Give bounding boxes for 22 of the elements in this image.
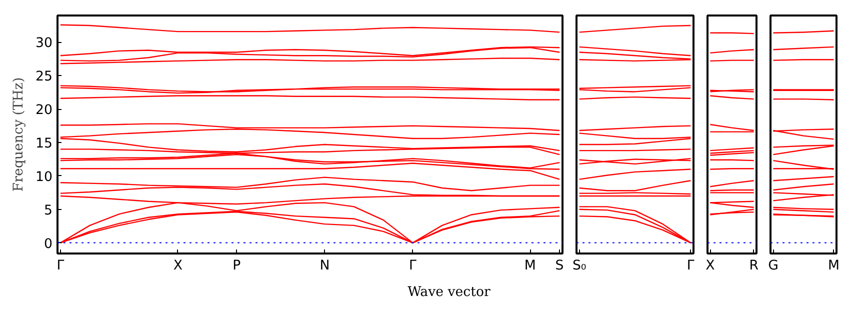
y-tick-label: 20: [36, 103, 53, 118]
y-tick-label: 15: [36, 136, 53, 152]
x-tick-label: Γ: [409, 258, 418, 274]
x-tick-label: Γ: [56, 258, 65, 274]
y-tick-label: 30: [36, 36, 53, 52]
x-tick-label: S₀: [572, 258, 586, 274]
x-tick-label: M: [524, 258, 536, 274]
y-tick-label: 5: [44, 203, 53, 218]
x-tick-label: Γ: [686, 258, 695, 274]
x-tick-label: X: [173, 258, 182, 274]
x-tick-label: P: [232, 258, 241, 274]
x-tick-label: S: [555, 258, 564, 274]
x-tick-label: N: [320, 258, 330, 274]
x-tick-label: R: [749, 258, 758, 274]
x-tick-label: M: [828, 258, 840, 274]
x-tick-label: G: [768, 258, 778, 274]
y-tick-label: 0: [44, 236, 53, 252]
x-axis-title: Wave vector: [408, 284, 490, 302]
y-axis-title: Frequency (THz): [12, 77, 27, 192]
x-tick-label: X: [706, 258, 715, 274]
y-tick-label: 25: [36, 70, 53, 85]
y-tick-label: 10: [36, 170, 53, 185]
